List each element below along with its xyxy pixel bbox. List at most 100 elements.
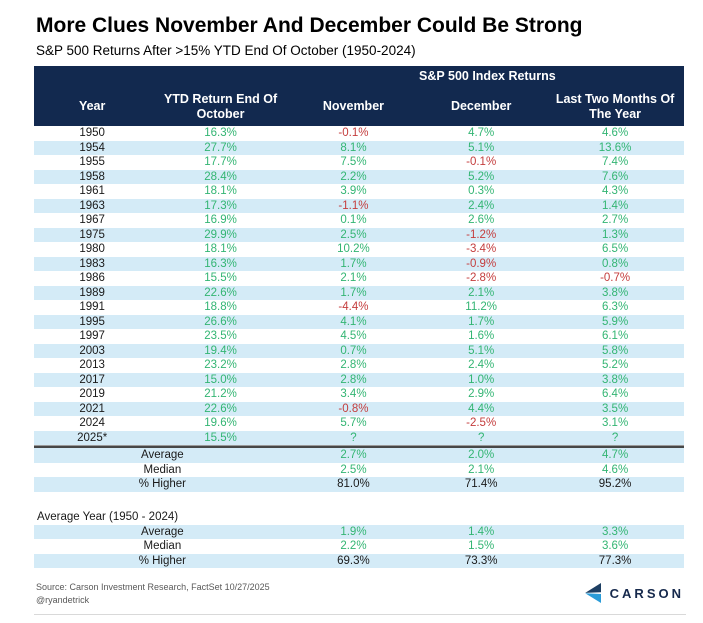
table-row: 1997 23.5% 4.5% 1.6% 6.1% [34, 329, 684, 344]
value-cell: 2.8% [290, 372, 417, 387]
summary-section: Average 2.7% 2.0% 4.7% Median 2.5% 2.1% 4.6%% H… [34, 448, 684, 492]
summary-value-cell: 3.3% [546, 524, 684, 539]
year-cell: 1963 [34, 198, 151, 213]
value-cell: 19.4% [150, 343, 291, 358]
summary-value-cell: 3.6% [601, 540, 629, 552]
value-cell: 21.2% [204, 388, 237, 400]
carson-arrow-icon [584, 583, 601, 603]
average-year-section-label: Average Year (1950 - 2024) [34, 508, 684, 525]
summary-value-cell: 4.7% [546, 448, 684, 463]
value-cell: 3.8% [546, 372, 684, 387]
value-cell: 4.1% [290, 314, 417, 329]
summary-divider [34, 445, 684, 448]
divider-body [34, 445, 684, 448]
value-cell: 5.7% [340, 417, 367, 429]
value-cell: 0.7% [290, 343, 417, 358]
value-cell: 4.6% [601, 127, 629, 139]
table-row: 1950 16.3% -0.1% 4.7% 4.6% [34, 126, 684, 141]
value-cell: -2.5% [466, 417, 497, 429]
summary-label: % Higher [34, 477, 291, 492]
section-label-row: Average Year (1950 - 2024) [34, 508, 684, 525]
year-cell: 1950 [79, 127, 105, 139]
year-cell: 2025* [34, 430, 151, 446]
value-cell: -4.4% [338, 301, 369, 313]
value-cell: 5.9% [546, 314, 684, 329]
social-handle: @ryandetrick [36, 595, 90, 605]
summary-value-cell: 1.4% [416, 524, 547, 539]
summary-row: Median 2.2% 1.5% 3.6% [34, 539, 684, 554]
year-cell: 1955 [79, 156, 105, 168]
column-header-last-two-months-of-the-year: Last Two Months Of The Year [546, 87, 684, 126]
summary-value-cell: 73.3% [416, 553, 547, 568]
value-cell: 28.4% [150, 169, 291, 184]
value-cell: 18.8% [204, 301, 237, 313]
year-cell: 1954 [34, 140, 151, 155]
table-row: 1958 28.4% 2.2% 5.2% 7.6% [34, 169, 684, 184]
value-cell: 16.9% [204, 214, 237, 226]
value-cell: 13.6% [546, 140, 684, 155]
source-block: Source: Carson Investment Research, Fact… [34, 581, 270, 607]
table-row: 1986 15.5% 2.1% -2.8% -0.7% [34, 271, 684, 286]
value-cell: 7.4% [601, 156, 629, 168]
value-cell: -0.1% [338, 127, 369, 139]
year-cell: 1991 [79, 301, 105, 313]
group-header-row: S&P 500 Index Returns [34, 66, 684, 87]
value-cell: 19.6% [204, 417, 237, 429]
column-header-year: Year [34, 87, 151, 126]
year-cell: 2017 [34, 372, 151, 387]
value-cell: 16.3% [204, 127, 237, 139]
value-cell: 3.4% [340, 388, 367, 400]
summary-row: Median 2.5% 2.1% 4.6% [34, 463, 684, 478]
value-cell: 2.8% [340, 359, 367, 371]
year-cell: 1980 [79, 243, 105, 255]
summary-value-cell: 81.0% [290, 477, 417, 492]
value-cell: 1.7% [416, 314, 547, 329]
value-cell: -1.1% [290, 198, 417, 213]
value-cell: 15.5% [204, 272, 237, 284]
value-cell: -2.8% [466, 272, 497, 284]
table-row: 1954 27.7% 8.1% 5.1% 13.6% [34, 140, 684, 155]
summary-row: Average 2.7% 2.0% 4.7% [34, 448, 684, 463]
source-text: Source: Carson Investment Research, Fact… [36, 582, 270, 592]
value-cell: -1.2% [416, 227, 547, 242]
year-cell: 1997 [79, 330, 105, 342]
value-cell: 8.1% [290, 140, 417, 155]
summary-value-cell: 77.3% [546, 553, 684, 568]
page-title: More Clues November And December Could B… [36, 14, 583, 37]
value-cell: 6.5% [601, 243, 629, 255]
value-cell: 3.1% [601, 417, 629, 429]
value-cell: ? [290, 430, 417, 446]
year-cell: 2024 [79, 417, 105, 429]
year-cell: 1986 [79, 272, 105, 284]
year-cell: 1958 [34, 169, 151, 184]
column-header-november: November [290, 87, 417, 126]
value-cell: 3.9% [340, 185, 367, 197]
value-cell: 17.7% [204, 156, 237, 168]
average-year-summary-section: Average 1.9% 1.4% 3.3% Median 2.2% 1.5% 3.6%% H… [34, 524, 684, 568]
average-year-section-header: Average Year (1950 - 2024) [34, 491, 684, 525]
logo-text: CARSON [609, 585, 684, 601]
value-cell: 2.7% [601, 214, 629, 226]
table-row: 2021 22.6% -0.8% 4.4% 3.5% [34, 401, 684, 416]
section-spacer-row [34, 491, 684, 509]
summary-label: Median [143, 540, 182, 552]
summary-value-cell: 2.7% [290, 448, 417, 463]
value-cell: -3.4% [466, 243, 497, 255]
page-subtitle: S&P 500 Returns After >15% YTD End Of Oc… [36, 43, 416, 58]
year-cell: 2019 [79, 388, 105, 400]
value-cell: 6.3% [601, 301, 629, 313]
footer: Source: Carson Investment Research, Fact… [34, 581, 684, 607]
summary-value-cell: 1.9% [290, 524, 417, 539]
table-row: 1995 26.6% 4.1% 1.7% 5.9% [34, 314, 684, 329]
value-cell: 18.1% [204, 243, 237, 255]
year-cell: 2013 [79, 359, 105, 371]
summary-value-cell: 69.3% [290, 553, 417, 568]
table-row: 2003 19.4% 0.7% 5.1% 5.8% [34, 343, 684, 358]
value-cell: 1.4% [546, 198, 684, 213]
summary-value-cell: 2.2% [340, 540, 367, 552]
value-cell: 15.0% [150, 372, 291, 387]
value-cell: 17.3% [150, 198, 291, 213]
table-row: 1961 18.1% 3.9% 0.3% 4.3% [34, 184, 684, 199]
value-cell: 2.1% [416, 285, 547, 300]
